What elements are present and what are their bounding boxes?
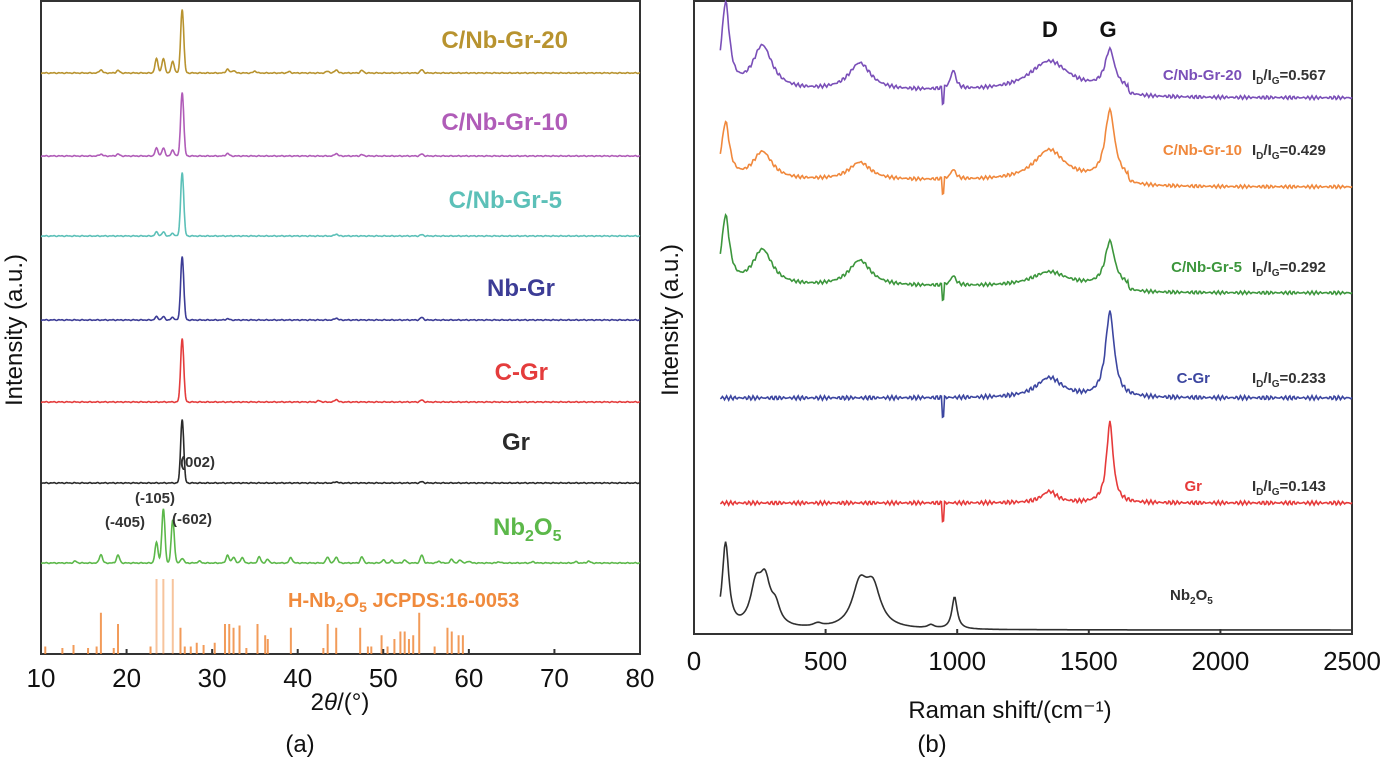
series-line-c-nb-gr-5 — [41, 172, 641, 238]
ratio-part: D — [1256, 151, 1263, 162]
ratio-part: /I — [1263, 142, 1271, 159]
series-line-c-nb-gr-20 — [719, 0, 1353, 106]
panel-b-frame — [693, 0, 1353, 635]
x-tick-label: 1500 — [1060, 646, 1118, 676]
panel-b-ylabel: Intensity (a.u.) — [657, 244, 684, 396]
annotation-m105: (-105) — [135, 490, 175, 507]
ratio-part: /I — [1263, 67, 1271, 84]
ratio-part: G — [1272, 268, 1280, 279]
panel-b-caption: (b) — [917, 731, 946, 758]
x-label-unit: /(°) — [337, 689, 369, 716]
ratio-part: =0.233 — [1280, 370, 1326, 387]
x-tick-label: 80 — [626, 663, 655, 693]
annotation-m405: (-405) — [105, 514, 145, 531]
x-tick-label: 50 — [369, 663, 398, 693]
x-tick-label: 60 — [454, 663, 483, 693]
ratio-part: =0.567 — [1280, 67, 1326, 84]
ratio-part: =0.429 — [1280, 142, 1326, 159]
b-label-c-nb-gr-10: C/Nb-Gr-10 — [1163, 142, 1242, 159]
ratio-part: D — [1256, 268, 1263, 279]
ratio-part: I — [1252, 478, 1256, 495]
b-label-c-gr: C-Gr — [1177, 370, 1210, 387]
ratio-part: D — [1256, 76, 1263, 87]
ratio-part: I — [1252, 67, 1256, 84]
series-line-c-gr — [41, 338, 641, 404]
ratio-part: I — [1252, 259, 1256, 276]
label-c-nb-gr-20: C/Nb-Gr-20 — [441, 27, 568, 54]
x-tick-label: 30 — [198, 663, 227, 693]
series-line-gr — [41, 419, 641, 485]
series-line-nb2o5 — [40, 508, 641, 565]
label-reference: H-Nb2O5 JCPDS:16-0053 — [288, 590, 519, 615]
ratio-label-c-nb-gr-5: ID/IG=0.292 — [1252, 259, 1326, 279]
ratio-part: D — [1256, 487, 1263, 498]
ratio-label-c-nb-gr-10: ID/IG=0.429 — [1252, 142, 1326, 162]
ratio-part: G — [1272, 487, 1280, 498]
label-nb-gr: Nb-Gr — [487, 275, 555, 302]
x-tick-label: 500 — [804, 646, 847, 676]
b-label-gr: Gr — [1184, 478, 1202, 495]
ratio-part: I — [1252, 370, 1256, 387]
ratio-part: =0.143 — [1280, 478, 1326, 495]
ratio-label-c-nb-gr-20: ID/IG=0.567 — [1252, 67, 1326, 87]
ratio-label-c-gr: ID/IG=0.233 — [1252, 370, 1326, 390]
series-line-nb-gr — [41, 256, 641, 322]
label-nb2o5: Nb2O5 — [493, 514, 562, 545]
x-label-2: 2 — [311, 689, 324, 716]
panel-a-xrd: 10 20 30 40 50 60 70 80 2θ/(°) (a) Intensity (a… — [1, 0, 655, 758]
band-label-d: D — [1042, 17, 1058, 42]
series-line-c-gr — [719, 310, 1353, 419]
panel-a-xlabel: 2θ/(°) — [311, 689, 370, 716]
x-tick-label: 0 — [687, 646, 701, 676]
b-label-c-nb-gr-5: C/Nb-Gr-5 — [1171, 259, 1242, 276]
x-tick-label: 2000 — [1191, 646, 1249, 676]
ratio-label-gr: ID/IG=0.143 — [1252, 478, 1326, 498]
ratio-part: =0.292 — [1280, 259, 1326, 276]
x-tick-label: 40 — [283, 663, 312, 693]
ratio-part: I — [1252, 142, 1256, 159]
ratio-part: G — [1272, 76, 1280, 87]
panel-a-caption: (a) — [285, 731, 314, 758]
series-line-c-nb-gr-20 — [41, 9, 641, 75]
series-line-nb2o5 — [719, 541, 1352, 631]
reference-sticks — [44, 579, 464, 654]
annotation-002: (002) — [180, 454, 215, 471]
ratio-part: G — [1272, 379, 1280, 390]
x-tick-label: 1000 — [928, 646, 986, 676]
b-label-nb2o5: Nb2O5 — [1170, 587, 1213, 607]
x-tick-label: 2500 — [1323, 646, 1381, 676]
panel-b-raman: 0 500 1000 1500 2000 2500 Raman shift/(cm⁻¹) … — [657, 0, 1381, 758]
x-label-theta: θ — [324, 689, 337, 716]
ratio-part: /I — [1263, 370, 1271, 387]
series-line-c-nb-gr-10 — [719, 106, 1353, 196]
panel-a-frame — [40, 0, 641, 655]
x-tick-label: 10 — [27, 663, 56, 693]
ratio-part: D — [1256, 379, 1263, 390]
ratio-part: G — [1272, 151, 1280, 162]
label-gr: Gr — [502, 429, 530, 456]
annotation-m602: (-602) — [172, 511, 212, 528]
ratio-part: /I — [1263, 478, 1271, 495]
label-c-nb-gr-10: C/Nb-Gr-10 — [441, 109, 568, 136]
b-label-c-nb-gr-20: C/Nb-Gr-20 — [1163, 67, 1242, 84]
label-c-nb-gr-5: C/Nb-Gr-5 — [449, 187, 562, 214]
series-line-c-nb-gr-10 — [41, 92, 641, 158]
x-tick-label: 20 — [112, 663, 141, 693]
label-c-gr: C-Gr — [495, 359, 548, 386]
band-label-g: G — [1099, 17, 1116, 42]
series-line-gr — [719, 420, 1353, 523]
panel-b-xlabel: Raman shift/(cm⁻¹) — [908, 697, 1111, 724]
panel-a-ylabel: Intensity (a.u.) — [1, 254, 28, 406]
ratio-part: /I — [1263, 259, 1271, 276]
series-line-c-nb-gr-5 — [719, 212, 1353, 302]
x-tick-label: 70 — [540, 663, 569, 693]
